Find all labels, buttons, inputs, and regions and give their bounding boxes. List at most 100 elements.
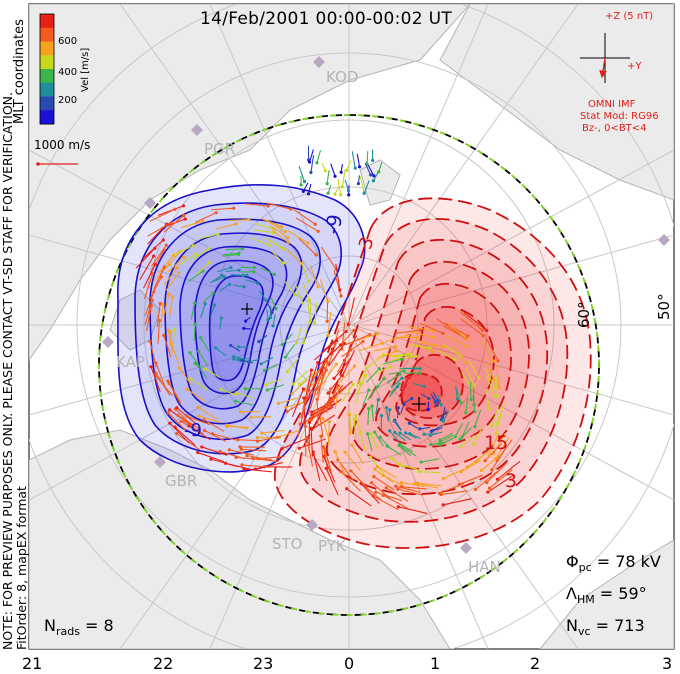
velocity-vector	[267, 384, 284, 391]
vector-origin	[242, 326, 246, 331]
velocity-vector	[190, 302, 196, 320]
velocity-vector	[261, 218, 282, 227]
velocity-vector	[442, 406, 446, 418]
velocity-vector	[459, 311, 483, 331]
velocity-vector	[399, 432, 412, 441]
vector-origin	[369, 481, 374, 485]
velocity-vector	[163, 335, 172, 358]
vector-origin	[260, 431, 264, 435]
velocity-vector	[198, 233, 219, 240]
velocity-vector	[484, 443, 503, 462]
vector-origin	[150, 298, 154, 302]
velocity-vector	[480, 339, 495, 362]
velocity-vector	[374, 346, 396, 352]
velocity-vector	[265, 237, 283, 249]
vector-origin	[339, 170, 343, 174]
station-marker	[658, 234, 670, 246]
station-marker	[460, 542, 472, 554]
vector-origin	[196, 405, 200, 409]
vector-origin	[309, 170, 313, 175]
velocity-vector	[311, 402, 336, 416]
vector-origin	[262, 368, 267, 372]
velocity-vector	[320, 436, 324, 463]
velocity-vector	[359, 176, 365, 193]
vector-origin	[473, 424, 477, 429]
vector-origin	[362, 191, 366, 195]
vector-origin	[245, 454, 249, 458]
velocity-vector	[325, 468, 339, 496]
velocity-vector	[298, 166, 306, 182]
velocity-vector	[454, 422, 464, 438]
velocity-vector	[359, 432, 367, 452]
vector-origin	[297, 446, 301, 450]
vector-origin	[203, 428, 207, 433]
vector-origin	[419, 460, 423, 464]
colorbar-segment	[40, 110, 54, 125]
vector-origin	[371, 179, 376, 183]
vector-origin	[199, 336, 203, 340]
velocity-vector	[302, 324, 309, 344]
velocity-vector	[172, 329, 175, 351]
velocity-vector	[247, 358, 261, 363]
vector-origin	[294, 341, 299, 345]
vector-origin	[415, 335, 419, 339]
velocity-vector	[481, 454, 502, 471]
vector-origin	[266, 204, 270, 208]
vector-origin	[189, 377, 193, 381]
velocity-vector	[351, 444, 364, 465]
vector-origin	[329, 387, 333, 391]
velocity-vector	[222, 253, 239, 257]
vector-origin	[232, 206, 236, 210]
velocity-vector	[150, 366, 161, 393]
velocity-vector	[155, 362, 166, 388]
velocity-vector	[254, 222, 275, 230]
vector-origin	[319, 434, 323, 438]
vector-origin	[455, 397, 459, 401]
velocity-vector	[350, 470, 370, 491]
vector-origin	[170, 295, 175, 299]
velocity-vector	[156, 303, 161, 328]
velocity-vector	[316, 369, 327, 396]
imf-clock	[580, 33, 630, 83]
vector-origin	[483, 459, 487, 463]
velocity-vector	[439, 434, 454, 443]
vector-origin	[381, 353, 386, 357]
velocity-vector	[257, 435, 281, 442]
vector-origin	[299, 183, 303, 187]
velocity-vector	[484, 367, 495, 388]
velocity-vector	[399, 443, 414, 453]
velocity-vector	[163, 267, 178, 286]
velocity-vector	[485, 337, 499, 361]
vector-origin	[213, 303, 217, 307]
velocity-vector	[186, 415, 211, 426]
velocity-vector	[219, 317, 222, 329]
vector-origin	[266, 318, 270, 322]
vector-origin	[201, 219, 205, 223]
vector-origin	[403, 431, 408, 435]
max-potential-marker	[412, 397, 426, 411]
velocity-vector	[496, 364, 500, 388]
vector-origin	[247, 217, 251, 222]
vector-origin	[274, 307, 278, 311]
velocity-vector	[259, 290, 267, 301]
station-label: GBR	[165, 472, 198, 490]
velocity-vector	[338, 365, 355, 384]
vector-origin	[222, 275, 227, 279]
velocity-vector	[491, 447, 507, 471]
scale-vector-label: 1000 m/s	[34, 138, 91, 152]
vector-origin	[282, 247, 286, 251]
velocity-vector	[388, 370, 405, 375]
vector-origin	[209, 457, 213, 461]
vector-origin	[441, 419, 445, 423]
vector-origin	[398, 372, 402, 377]
velocity-vector	[486, 462, 508, 484]
velocity-vector	[495, 411, 503, 434]
velocity-vector	[252, 237, 270, 246]
velocity-vector	[311, 414, 336, 431]
vector-origin	[326, 191, 330, 195]
velocity-vector	[497, 460, 521, 480]
vector-origin	[241, 273, 245, 277]
velocity-vector	[261, 429, 285, 434]
velocity-vector	[196, 262, 210, 275]
velocity-vector	[311, 400, 335, 413]
